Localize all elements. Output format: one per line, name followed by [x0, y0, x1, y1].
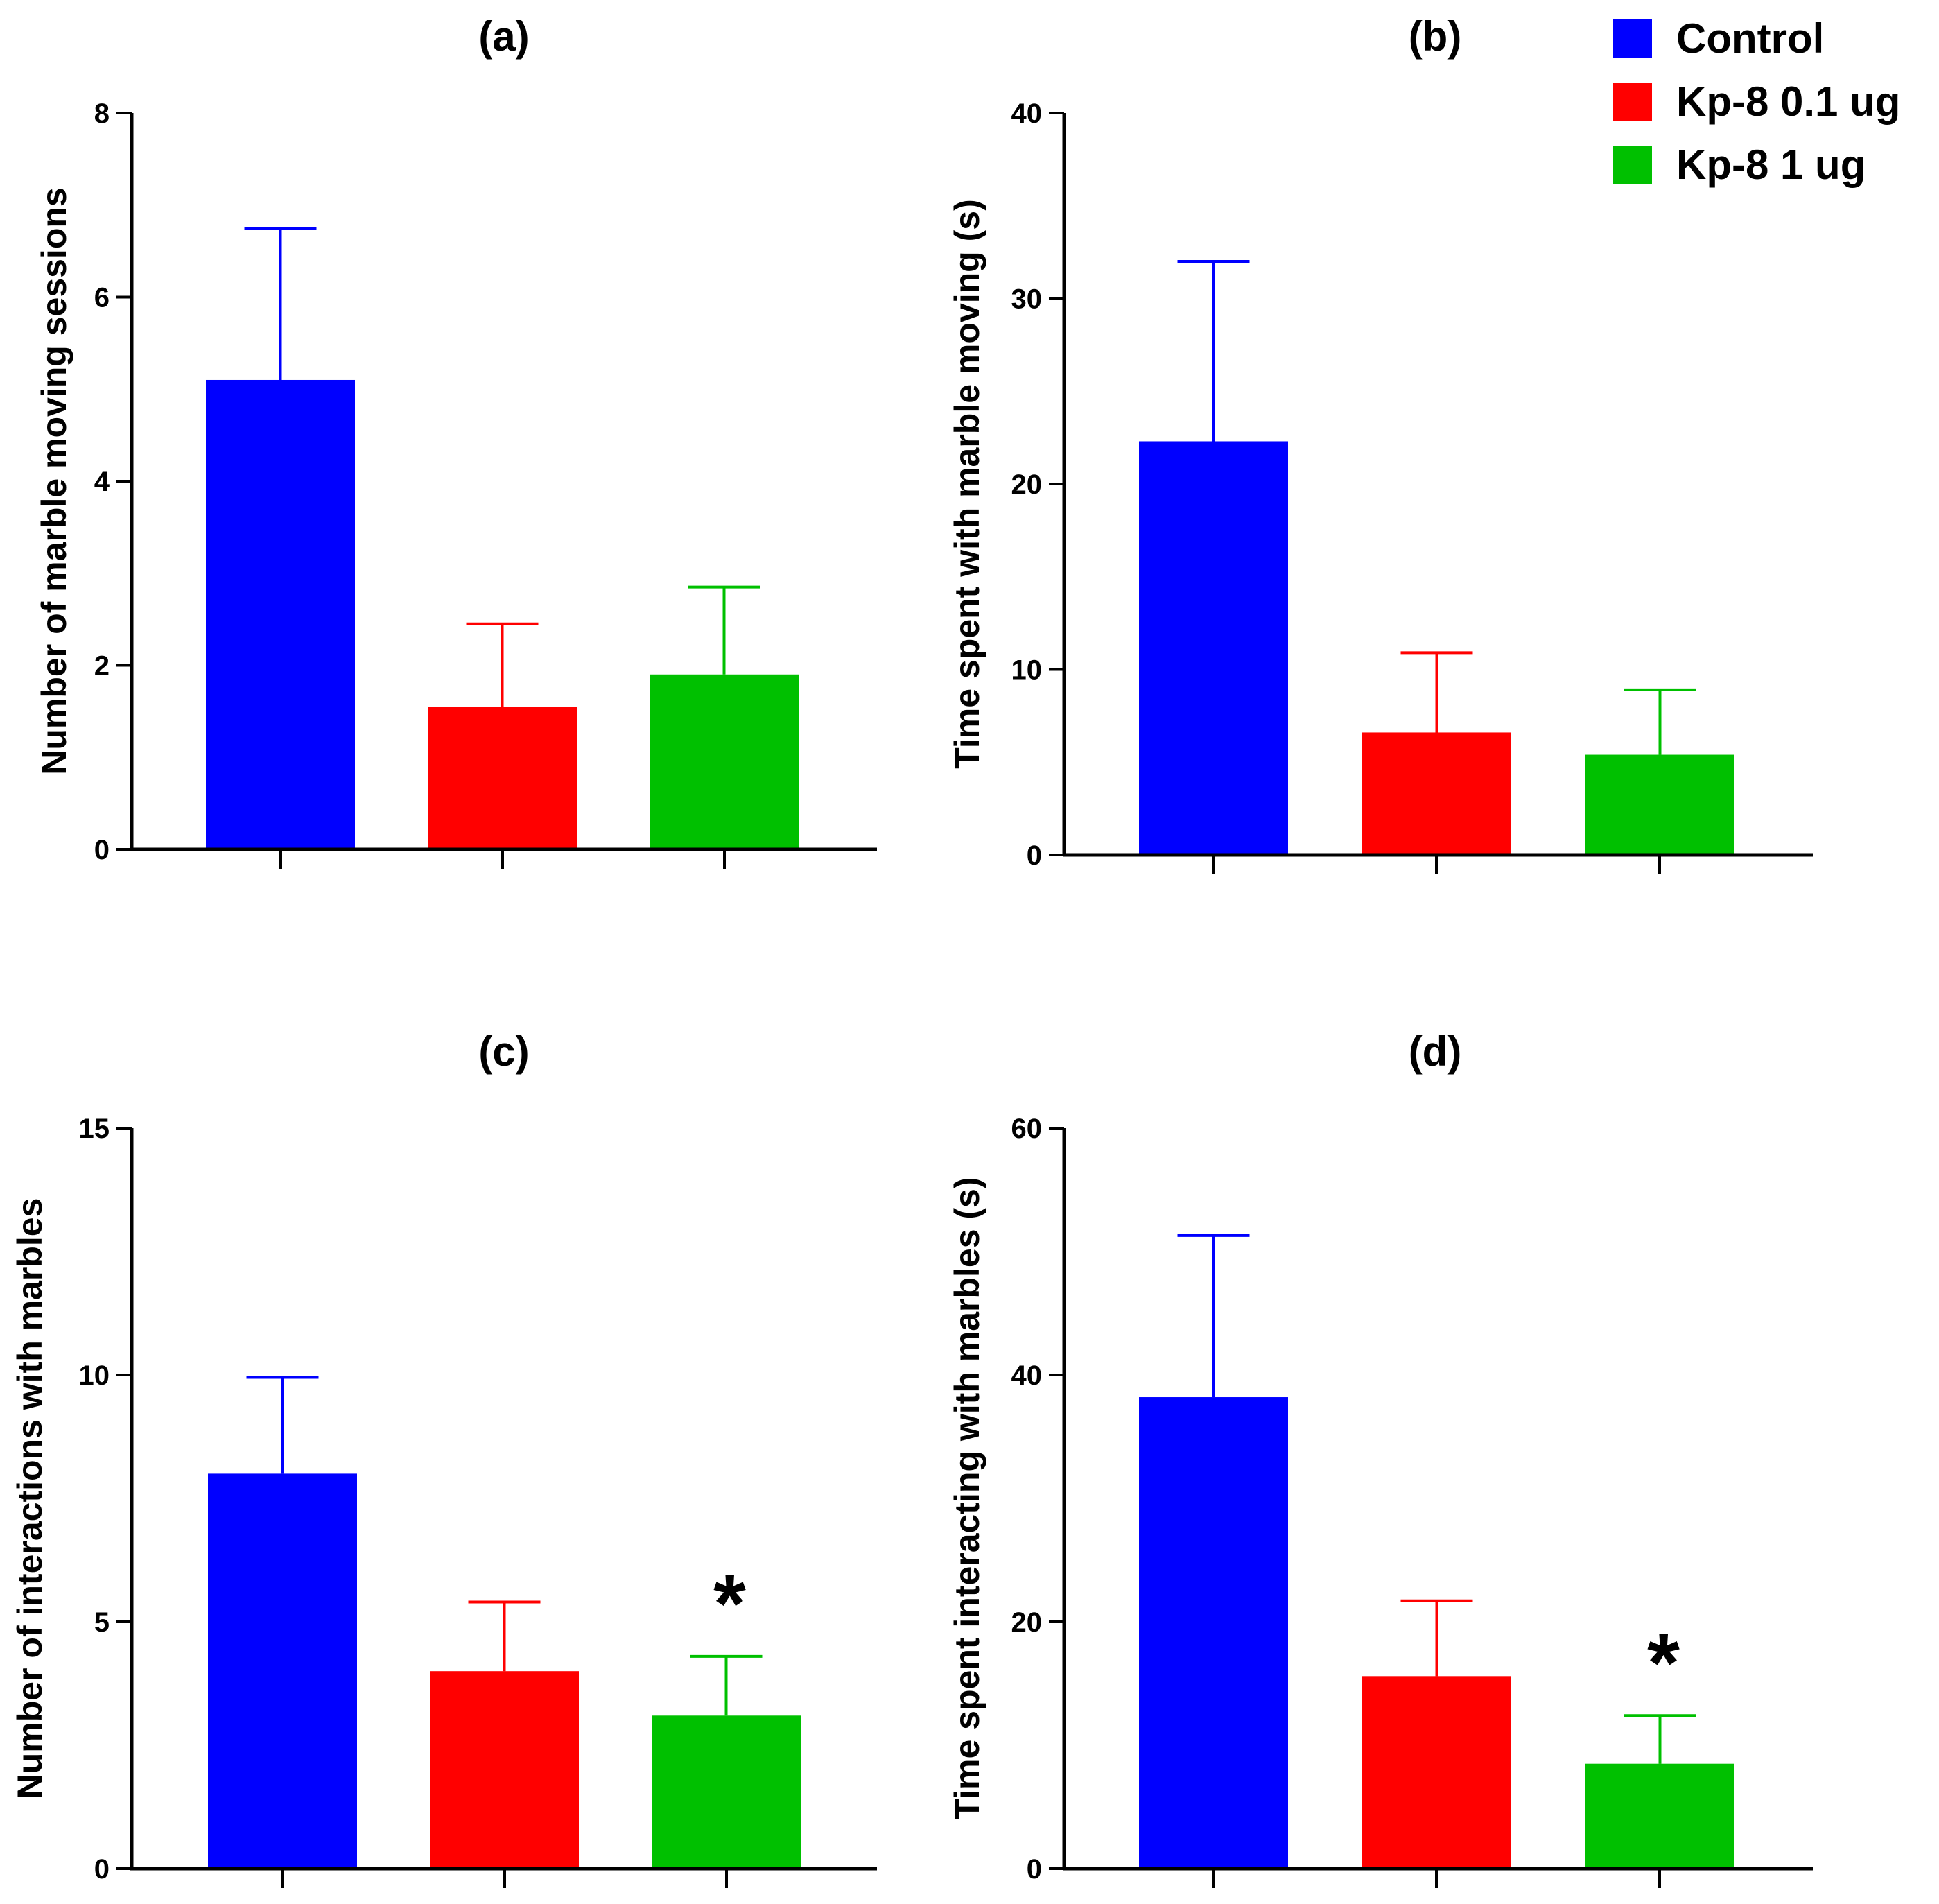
bar	[1139, 441, 1288, 855]
legend: Control Kp-8 0.1 ug Kp-8 1 ug	[1613, 15, 1900, 188]
legend-label: Control	[1676, 15, 1824, 62]
significance-mark: *	[1647, 1616, 1680, 1709]
y-tick-label: 10	[79, 1360, 110, 1391]
bar	[1362, 732, 1511, 855]
y-tick-label: 4	[94, 467, 110, 497]
y-tick-label: 6	[94, 283, 110, 313]
y-tick-label: 0	[1027, 1854, 1042, 1885]
legend-label: Kp-8 0.1 ug	[1676, 78, 1900, 125]
chart-panel: (a) 0 2 4 6 8 Number of marble moving sessions	[35, 13, 877, 869]
chart-panel: (d) * 0 20 40 60 Time spent interacting with m…	[948, 1028, 1813, 1888]
y-tick-label: 0	[1027, 840, 1042, 871]
chart-panel: (c) * 0 5 10 15 Number of interactions with ma…	[10, 1028, 877, 1888]
y-axis-label: Number of interactions with marbles	[10, 1198, 49, 1799]
bar	[652, 1715, 801, 1869]
y-tick-label: 30	[1011, 284, 1043, 315]
panel-title: (b)	[1409, 13, 1462, 60]
bar	[208, 1473, 357, 1869]
panel-title: (c)	[478, 1028, 529, 1075]
y-axis-label: Number of marble moving sessions	[35, 187, 73, 774]
y-tick-label: 5	[94, 1607, 110, 1638]
panel-title: (d)	[1409, 1028, 1462, 1075]
y-tick-label: 8	[94, 98, 110, 129]
bar	[206, 379, 355, 849]
bar	[428, 707, 577, 849]
y-tick-label: 60	[1011, 1114, 1043, 1144]
y-tick-label: 40	[1011, 98, 1043, 129]
y-tick-label: 0	[94, 835, 110, 865]
y-tick-label: 20	[1011, 1607, 1043, 1638]
y-tick-label: 20	[1011, 469, 1043, 500]
legend-swatch	[1613, 83, 1652, 121]
y-tick-label: 2	[94, 651, 110, 682]
bar	[1585, 754, 1734, 855]
bar	[650, 674, 799, 849]
y-tick-label: 10	[1011, 655, 1043, 686]
y-tick-label: 40	[1011, 1360, 1043, 1391]
legend-swatch	[1613, 19, 1652, 58]
bar	[430, 1671, 579, 1869]
bar	[1139, 1397, 1288, 1869]
chart-panel: (b) 0 10 20 30 40 Time spent with marble movin…	[948, 13, 1813, 874]
y-tick-label: 0	[94, 1854, 110, 1885]
significance-mark: *	[713, 1557, 746, 1650]
legend-swatch	[1613, 146, 1652, 184]
bar	[1362, 1676, 1511, 1869]
y-tick-label: 15	[79, 1114, 110, 1144]
bar	[1585, 1763, 1734, 1869]
y-axis-label: Time spent with marble moving (s)	[948, 199, 986, 768]
panel-title: (a)	[478, 13, 529, 60]
legend-label: Kp-8 1 ug	[1676, 141, 1866, 188]
y-axis-label: Time spent interacting with marbles (s)	[948, 1177, 986, 1819]
